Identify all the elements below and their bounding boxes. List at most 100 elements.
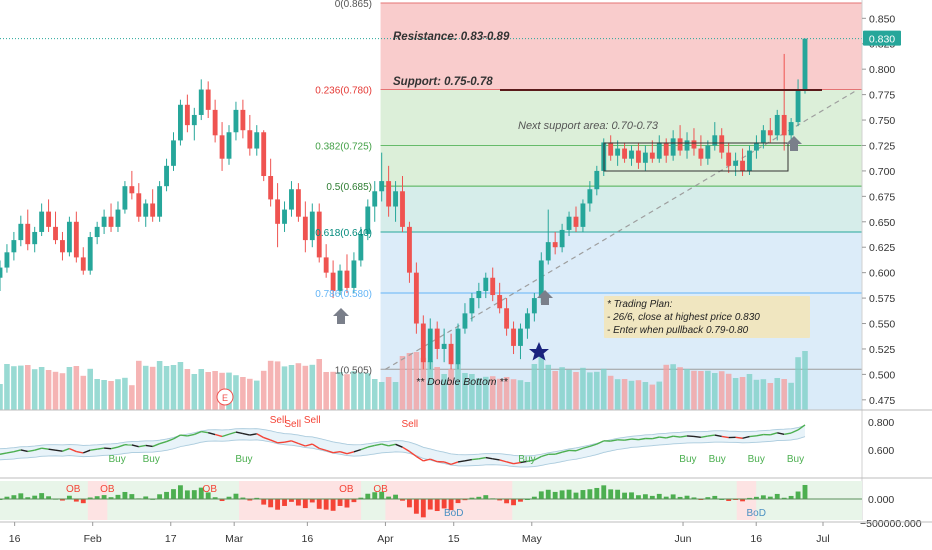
- time-axis[interactable]: 16 Feb 17 Mar 16 Apr 15 May Jun 16 Jul: [0, 521, 932, 545]
- candle: [122, 181, 128, 214]
- volume-bar: [705, 370, 711, 410]
- histogram-bar: [157, 494, 163, 499]
- arrow-up-icon: [786, 136, 802, 151]
- volume-bar: [274, 361, 281, 410]
- signal-segment: [228, 431, 237, 435]
- candle-body: [32, 231, 38, 245]
- histogram-bar: [566, 489, 572, 499]
- volume-bar: [198, 369, 205, 410]
- candle-body: [66, 221, 72, 253]
- volume-bar: [316, 359, 322, 410]
- candle: [608, 135, 614, 161]
- signal-segment: [721, 435, 729, 439]
- candle-body: [122, 186, 128, 210]
- histogram-bar: [788, 495, 794, 499]
- histogram-bar: [747, 497, 752, 499]
- candle-body: [302, 216, 308, 241]
- candle: [365, 199, 371, 241]
- histogram-bar: [358, 497, 364, 499]
- candle-body: [323, 257, 329, 273]
- candle-body: [698, 148, 704, 159]
- buy-signal-label: Buy: [235, 454, 252, 465]
- signal-segment: [221, 433, 230, 438]
- ob-label: OB: [66, 484, 81, 495]
- volume-bar: [38, 367, 45, 410]
- candle-body: [295, 189, 301, 217]
- volume-bar: [24, 365, 31, 410]
- signal-segment: [194, 430, 202, 436]
- bod-label: BoD: [444, 508, 463, 519]
- candle-body: [150, 203, 156, 217]
- candle-body: [663, 142, 669, 156]
- sell-signal-label: Sell: [304, 415, 321, 426]
- candle: [136, 183, 142, 222]
- signal-segment: [242, 432, 250, 436]
- volume-bar: [344, 374, 350, 410]
- price-tick-label: 0.750: [869, 115, 895, 127]
- signal-segment: [506, 461, 514, 465]
- candle: [309, 203, 315, 248]
- histogram-bar: [295, 499, 301, 506]
- candle-body: [400, 191, 405, 227]
- candle-body: [684, 140, 690, 151]
- candle: [379, 152, 385, 202]
- candle: [400, 176, 405, 232]
- indicator-pane-2[interactable]: OB OB OB OB OB BoD BoD 0.000 −500000.000: [0, 477, 932, 530]
- indicator2-bg-zone: [87, 481, 108, 520]
- consolidation-box: [603, 142, 789, 172]
- candle: [393, 181, 398, 222]
- volume-bar: [469, 374, 475, 410]
- price-axis[interactable]: 0.8500.8250.8000.7750.7500.7250.7000.675…: [861, 0, 901, 520]
- volume-bar: [288, 365, 295, 410]
- signal-segment: [270, 439, 278, 444]
- volume-bar: [80, 375, 87, 410]
- signal-segment: [263, 436, 271, 441]
- candle-body: [733, 160, 739, 166]
- volume-bar: [247, 378, 253, 410]
- volume-bar: [656, 381, 663, 410]
- event-marker[interactable]: E: [216, 388, 234, 406]
- candle: [497, 282, 503, 314]
- candle-body: [788, 122, 794, 136]
- histogram-bar: [469, 497, 475, 499]
- candle: [282, 201, 287, 232]
- support-label: Support: 0.75-0.78: [393, 76, 493, 88]
- fib-level-label: 0.618(0.640): [315, 228, 372, 239]
- histogram-bar: [73, 499, 79, 502]
- histogram-bar: [191, 490, 197, 499]
- fib-zone: [380, 89, 862, 146]
- signal-segment: [527, 459, 535, 463]
- candle-body: [629, 150, 634, 159]
- histogram-bar: [198, 487, 204, 499]
- price-tick-label: 0.725: [869, 140, 895, 152]
- histogram-bar: [25, 497, 31, 499]
- volume-bar: [600, 368, 607, 410]
- candle: [670, 130, 676, 161]
- volume-bar: [240, 377, 246, 410]
- candle: [171, 132, 176, 171]
- candle-body: [164, 165, 169, 187]
- histogram-bar: [684, 495, 690, 499]
- signal-segment: [48, 448, 56, 451]
- signal-segment: [457, 460, 466, 463]
- signal-segment: [6, 450, 15, 454]
- histogram-bar: [4, 496, 10, 499]
- volume-bar: [677, 367, 683, 410]
- indicator2-histogram: [0, 484, 862, 518]
- signal-segment: [395, 443, 403, 448]
- signal-segment: [659, 436, 667, 439]
- signal-segment: [83, 449, 91, 454]
- candle: [476, 282, 482, 309]
- histogram-bar: [705, 497, 711, 499]
- signal-segment: [291, 440, 299, 445]
- candle-body: [73, 221, 79, 258]
- indicator2-labels: OB OB OB OB OB BoD BoD: [66, 484, 766, 519]
- candle: [261, 130, 267, 182]
- histogram-bar: [670, 494, 676, 499]
- buy-signal-label: Buy: [709, 454, 726, 465]
- candle: [407, 221, 412, 283]
- candle: [587, 181, 593, 212]
- volume-bar: [462, 373, 468, 410]
